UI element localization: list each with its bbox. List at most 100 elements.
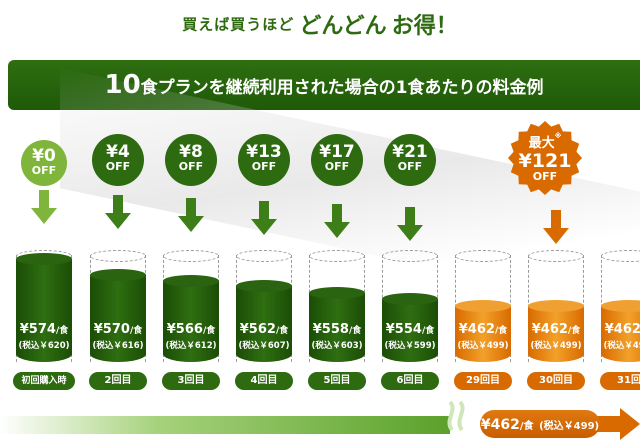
discount-badge: ¥13 OFF [238,134,290,186]
cup-liquid-top [236,280,292,292]
discount-amount: ¥4 [106,142,130,162]
cup-liquid [382,299,438,362]
tier-column: ¥0 OFF ¥574/食 (税込￥620) 初回購入時 [8,0,80,448]
discount-badge: ¥8 OFF [165,134,217,186]
purchase-count-label: 6回目 [381,372,439,390]
final-tax: (税込￥499) [539,421,600,432]
cup-liquid [236,286,292,362]
cup-liquid-top [382,293,438,305]
discount-amount: ¥13 [246,142,282,162]
discount-amount: ¥8 [179,142,203,162]
final-price-pill: ¥462/食 (税込￥499) [480,410,600,438]
headline-suffix: お得！ [391,14,458,39]
cup-rim [528,250,584,262]
purchase-count-label: 2回目 [89,372,147,390]
cup-graphic: ¥558/食 (税込￥603) [309,250,365,362]
discount-off-label: OFF [324,160,350,173]
discount-off-label: OFF [31,164,57,177]
price-tax: (税込￥499) [457,341,509,351]
discount-amount: ¥21 [392,142,428,162]
final-price: ¥462 [480,417,520,433]
cup-graphic: ¥462/食 (税込￥499) [455,250,511,362]
cup-graphic: ¥566/食 (税込￥612) [163,250,219,362]
price-text: ¥462/食(税込￥499) [601,318,640,351]
cup-rim [601,250,640,262]
tier-column: ¥8 OFF ¥566/食 (税込￥612) 3回目 [155,0,227,448]
discount-off-label: OFF [397,160,423,173]
tier-column: ¥462/食 (税込￥499) 29回目 [447,0,519,448]
price-text: ¥574/食 (税込￥620) [16,318,72,351]
down-arrow-icon [543,210,569,244]
price-unit: /食 [494,326,508,336]
cup-liquid-top [90,269,146,281]
discount-off-label: OFF [178,160,204,173]
purchase-count-label: 29回目 [454,372,512,390]
progress-bar [0,416,450,434]
price-unit: /食 [202,326,216,336]
cup-rim [309,250,365,262]
price-value: ¥462 [604,322,640,337]
price-tax: (税込￥603) [311,341,363,351]
price-tax: (税込￥599) [384,341,436,351]
tier-column: ¥4 OFF ¥570/食 (税込￥616) 2回目 [82,0,154,448]
cup-liquid [455,306,511,362]
cup-liquid [601,306,640,362]
cup-liquid-top [528,300,584,312]
price-text: ¥462/食 (税込￥499) [455,318,511,351]
cup-liquid-top [163,275,219,287]
price-unit: /食 [129,326,143,336]
headline-prefix: 買えば買うほど [182,15,295,34]
price-text: ¥462/食 (税込￥499) [528,318,584,351]
down-arrow-icon [251,201,277,235]
cup-liquid [16,259,72,362]
cup-liquid-top [309,287,365,299]
cup-rim [90,250,146,262]
cup-graphic: ¥462/食 (税込￥499) [528,250,584,362]
cup-rim [163,250,219,262]
cup-graphic: ¥554/食 (税込￥599) [382,250,438,362]
down-arrow-icon [105,195,131,229]
price-tax: (税込￥616) [92,341,144,351]
price-text: ¥554/食 (税込￥599) [382,318,438,351]
purchase-count-label: 4回目 [235,372,293,390]
price-tax: (税込￥499) [530,341,582,351]
tier-column: ¥17 OFF ¥558/食 (税込￥603) 5回目 [301,0,373,448]
cup-liquid [90,275,146,362]
headline-emphasis: どんどん [299,14,387,39]
discount-badge: ¥21 OFF [384,134,436,186]
price-value: ¥570 [93,322,130,337]
discount-off-label: OFF [251,160,277,173]
cup-liquid-top [16,253,72,265]
price-value: ¥566 [166,322,203,337]
purchase-count-label: 31回 [600,372,640,390]
bottom-arrow-icon [592,408,640,440]
purchase-count-label: 初回購入時 [13,372,75,390]
purchase-count-label: 30回目 [527,372,585,390]
price-unit: /食 [275,326,289,336]
price-tax: (税込￥612) [165,341,217,351]
cup-graphic: ¥574/食 (税込￥620) [16,250,72,362]
max-discount-badge: 最大※ ¥121 OFF [507,120,583,196]
tier-column: ¥13 OFF ¥562/食 (税込￥607) 4回目 [228,0,300,448]
discount-badge: ¥4 OFF [92,134,144,186]
price-tax: (税込￥607) [238,341,290,351]
cup-graphic: ¥462/食(税込￥499) [601,250,640,362]
purchase-count-label: 3回目 [162,372,220,390]
tier-column: ¥462/食(税込￥499) 31回 [593,0,640,448]
cup-liquid-top [455,300,511,312]
price-text: ¥558/食 (税込￥603) [309,318,365,351]
cup-rim [236,250,292,262]
price-value: ¥462 [458,322,495,337]
max-badge-title: 最大 [528,136,555,151]
price-tax: (税込￥499) [603,341,640,351]
price-value: ¥462 [531,322,568,337]
down-arrow-icon [178,198,204,232]
discount-amount: ¥0 [32,146,56,166]
headline: 買えば買うほど どんどん お得！ [0,8,640,50]
cup-graphic: ¥570/食 (税込￥616) [90,250,146,362]
max-badge-note: ※ [554,132,562,140]
price-value: ¥574 [19,322,56,337]
price-unit: /食 [567,326,581,336]
max-badge-amount: ¥121 [518,150,572,172]
price-text: ¥570/食 (税込￥616) [90,318,146,351]
